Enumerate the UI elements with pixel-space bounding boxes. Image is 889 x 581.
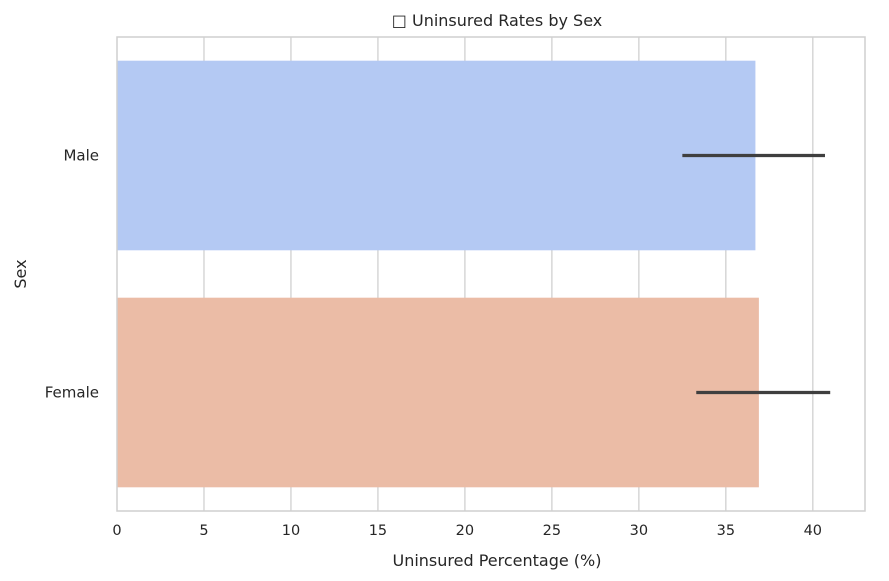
x-tick-labels: 0 5 10 15 20 25 30 35 40 xyxy=(112,523,822,539)
error-bars xyxy=(682,153,831,395)
x-tick-label: 25 xyxy=(543,523,561,539)
x-tick-label: 5 xyxy=(199,523,208,539)
x-tick-label: 15 xyxy=(369,523,387,539)
x-axis-label: Uninsured Percentage (%) xyxy=(392,551,601,570)
plot-frame xyxy=(116,36,866,512)
y-tick-labels: Male Female xyxy=(45,147,99,402)
x-tick-label: 35 xyxy=(717,523,735,539)
chart-title: □ Uninsured Rates by Sex xyxy=(392,11,602,30)
y-tick-label-female: Female xyxy=(45,384,99,402)
x-tick-label: 0 xyxy=(112,523,121,539)
bar-female xyxy=(117,297,759,488)
y-tick-label-male: Male xyxy=(63,147,99,165)
x-tick-label: 10 xyxy=(282,523,300,539)
x-tick-label: 40 xyxy=(804,523,822,539)
x-tick-label: 30 xyxy=(630,523,648,539)
bar-male xyxy=(117,60,756,251)
x-tick-label: 20 xyxy=(456,523,474,539)
y-axis-label: Sex xyxy=(11,259,30,288)
bars xyxy=(117,60,759,488)
